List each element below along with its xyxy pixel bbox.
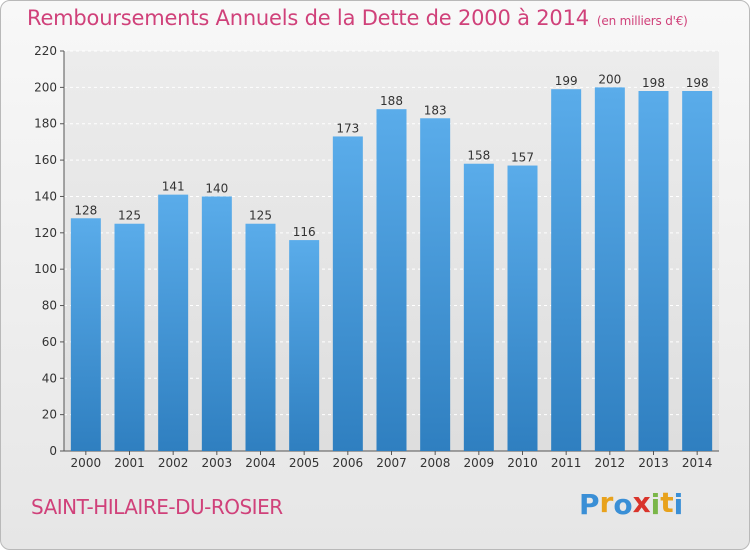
x-tick-label-2002: 2002 <box>158 456 189 470</box>
x-tick-label-2001: 2001 <box>114 456 145 470</box>
data-label-2002: 141 <box>162 180 185 194</box>
data-label-2008: 183 <box>424 103 447 117</box>
data-label-2003: 140 <box>205 181 228 195</box>
y-tick-label: 200 <box>34 80 57 94</box>
bar-2013 <box>638 91 669 451</box>
y-tick-label: 140 <box>34 189 57 203</box>
bar-2005 <box>289 240 320 451</box>
x-tick-label-2011: 2011 <box>551 456 582 470</box>
chart-title: Remboursements Annuels de la Dette de 20… <box>27 6 688 30</box>
bar-2009 <box>463 163 494 451</box>
y-tick-label: 180 <box>34 117 57 131</box>
x-tick-label-2004: 2004 <box>245 456 276 470</box>
data-label-2007: 188 <box>380 94 403 108</box>
logo-letter: i <box>650 488 661 521</box>
data-label-2010: 157 <box>511 151 534 165</box>
logo-letter: o <box>613 488 633 521</box>
bar-2003 <box>201 196 232 451</box>
data-label-2009: 158 <box>467 149 490 163</box>
x-tick-label-2007: 2007 <box>376 456 407 470</box>
bar-2000 <box>70 218 101 451</box>
data-label-2000: 128 <box>74 203 97 217</box>
y-tick-label: 120 <box>34 226 57 240</box>
bar-2006 <box>332 136 363 452</box>
data-label-2005: 116 <box>293 225 316 239</box>
logo-letter: i <box>673 488 684 521</box>
bar-2002 <box>158 194 189 452</box>
data-label-2014: 198 <box>686 76 709 90</box>
y-tick-label: 0 <box>49 444 57 458</box>
data-label-2012: 200 <box>598 72 621 86</box>
data-label-2013: 198 <box>642 76 665 90</box>
bar-2010 <box>507 165 538 451</box>
x-tick-label-2010: 2010 <box>507 456 538 470</box>
x-tick-label-2009: 2009 <box>464 456 495 470</box>
y-tick-label: 60 <box>42 335 57 349</box>
bar-2011 <box>551 89 582 451</box>
bar-2007 <box>376 109 407 451</box>
bar-2004 <box>245 223 276 451</box>
x-tick-label-2012: 2012 <box>595 456 626 470</box>
y-tick-label: 160 <box>34 153 57 167</box>
title-unit: (en milliers d'€) <box>596 14 688 28</box>
data-label-2011: 199 <box>555 74 578 88</box>
x-tick-label-2008: 2008 <box>420 456 451 470</box>
logo-letter: P <box>579 488 600 521</box>
logo-letter: r <box>599 486 614 519</box>
y-tick-label: 100 <box>34 262 57 276</box>
bar-2008 <box>420 118 451 451</box>
bar-2014 <box>682 91 713 451</box>
title-text: Remboursements Annuels de la Dette de 20… <box>27 6 589 30</box>
proxiti-logo: Proxiti <box>579 486 684 521</box>
y-tick-label: 40 <box>42 371 57 385</box>
x-tick-label-2005: 2005 <box>289 456 320 470</box>
y-tick-label: 80 <box>42 299 57 313</box>
data-label-2001: 125 <box>118 209 141 223</box>
place-name: SAINT-HILAIRE-DU-ROSIER <box>31 495 283 519</box>
x-tick-label-2000: 2000 <box>71 456 102 470</box>
bar-2001 <box>114 223 145 451</box>
y-tick-label: 220 <box>34 44 57 58</box>
x-tick-label-2013: 2013 <box>638 456 669 470</box>
x-tick-label-2003: 2003 <box>202 456 233 470</box>
bar-2012 <box>594 87 625 451</box>
data-label-2006: 173 <box>336 121 359 135</box>
logo-letter: t <box>660 486 674 519</box>
x-tick-label-2006: 2006 <box>333 456 364 470</box>
x-tick-label-2014: 2014 <box>682 456 713 470</box>
data-label-2004: 125 <box>249 209 272 223</box>
logo-letter: x <box>632 486 651 519</box>
y-tick-label: 20 <box>42 408 57 422</box>
